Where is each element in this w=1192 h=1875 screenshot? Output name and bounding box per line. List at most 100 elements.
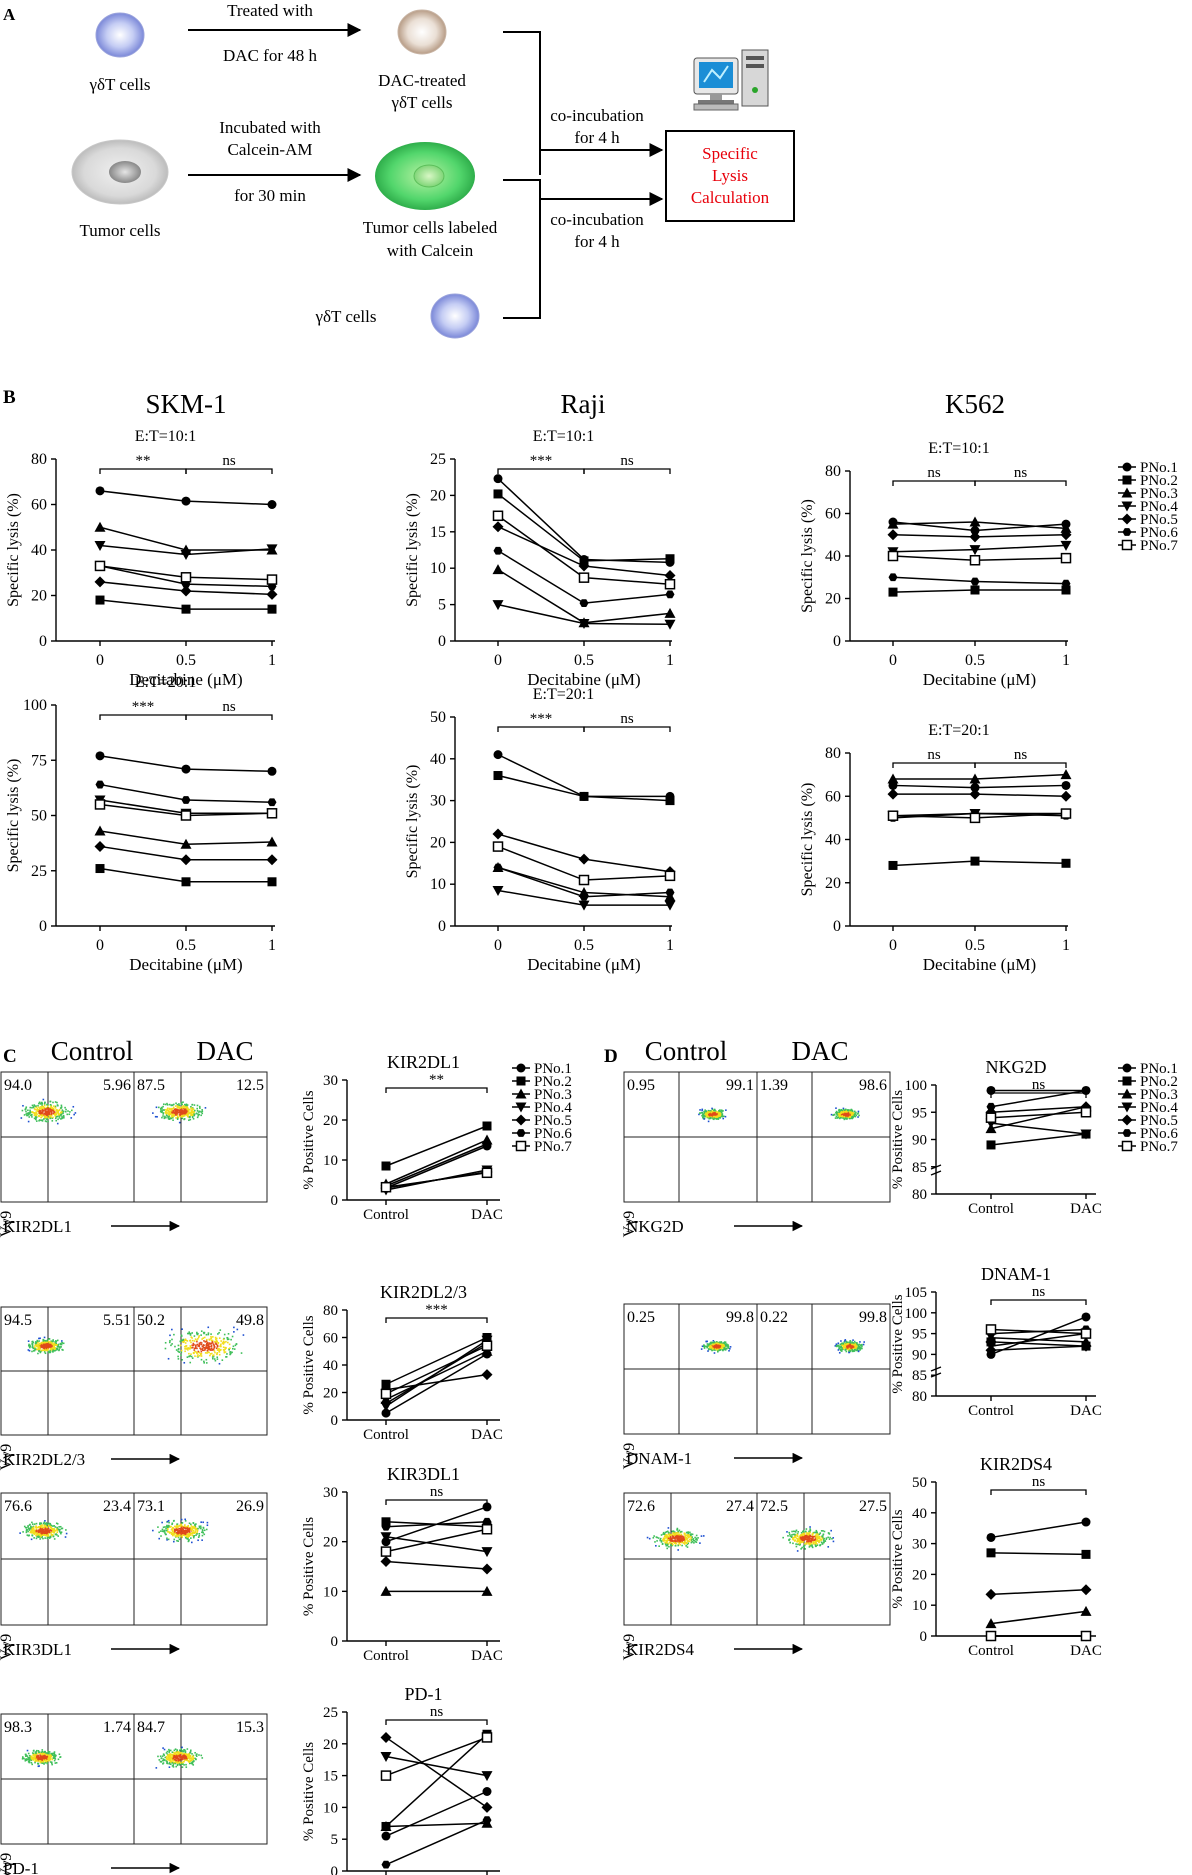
- event-dot: [37, 1535, 40, 1538]
- data-point-PNo.2: [970, 856, 980, 866]
- data-point-PNo.2: [181, 604, 191, 614]
- event-dot: [41, 1759, 43, 1762]
- event-dot: [228, 1348, 230, 1351]
- event-dot: [45, 1752, 48, 1754]
- event-dot: [171, 1756, 173, 1759]
- event-dot: [175, 1761, 178, 1764]
- event-dot: [171, 1113, 174, 1115]
- event-dot: [201, 1530, 204, 1532]
- event-dot: [713, 1115, 716, 1118]
- event-dot: [201, 1338, 203, 1340]
- event-dot: [35, 1341, 37, 1343]
- event-dot: [833, 1113, 836, 1116]
- event-dot: [185, 1348, 188, 1350]
- data-point-PNo.7: [985, 1630, 997, 1642]
- tumor-labeled-line2: with Calcein: [387, 241, 474, 260]
- event-dot: [190, 1762, 193, 1765]
- event-dot: [178, 1109, 181, 1111]
- y-tick-label: 30: [323, 1073, 338, 1089]
- y-tick-label: 95: [912, 1105, 927, 1121]
- event-dot: [46, 1534, 48, 1536]
- data-point-PNo.4: [492, 885, 504, 896]
- event-dot: [45, 1522, 47, 1524]
- event-dot: [179, 1749, 181, 1752]
- y-tick-label: 25: [430, 451, 446, 468]
- event-dot: [196, 1531, 199, 1533]
- event-dot: [714, 1109, 716, 1111]
- data-point-PNo.1: [1061, 780, 1071, 790]
- event-dot: [193, 1532, 196, 1534]
- event-dot: [46, 1758, 48, 1760]
- event-dot: [40, 1350, 42, 1353]
- event-dot: [227, 1341, 229, 1344]
- event-dot: [848, 1344, 851, 1346]
- event-dot: [178, 1103, 180, 1105]
- event-dot: [186, 1529, 189, 1531]
- event-dot: [189, 1750, 192, 1753]
- event-dot: [173, 1761, 175, 1764]
- event-dot: [181, 1529, 183, 1532]
- event-dot: [37, 1531, 40, 1534]
- legend-marker-PNo.6: [516, 1129, 526, 1137]
- event-dot: [178, 1764, 181, 1766]
- event-dot: [843, 1346, 845, 1348]
- data-point-PNo.6: [665, 590, 675, 599]
- event-dot: [43, 1343, 45, 1346]
- event-dot: [39, 1523, 41, 1525]
- event-dot: [40, 1119, 42, 1122]
- event-dot: [855, 1111, 857, 1114]
- event-dot: [703, 1116, 705, 1118]
- event-dot: [850, 1345, 853, 1347]
- event-dot: [184, 1530, 187, 1533]
- y-tick-label: 60: [323, 1331, 338, 1347]
- event-dot: [47, 1351, 50, 1354]
- event-dot: [31, 1343, 33, 1345]
- event-dot: [187, 1112, 189, 1114]
- legend-label: PNo.4: [1140, 499, 1178, 515]
- event-dot: [165, 1529, 168, 1532]
- event-dot: [204, 1347, 207, 1350]
- event-dot: [187, 1528, 189, 1530]
- event-dot: [174, 1111, 176, 1114]
- y-tick-label: 20: [430, 487, 446, 504]
- event-dot: [713, 1349, 716, 1351]
- gd-cells-label: γδT cells: [88, 75, 150, 94]
- data-point-PNo.5: [94, 576, 106, 588]
- event-dot: [188, 1119, 190, 1122]
- event-dot: [47, 1524, 50, 1527]
- event-dot: [31, 1531, 33, 1534]
- event-dot: [46, 1343, 48, 1346]
- chart-c4: 0510152025ControlDACPD-1% Positive Cells…: [301, 1684, 500, 1875]
- event-dot: [708, 1116, 711, 1119]
- event-dot: [33, 1753, 36, 1756]
- event-dot: [172, 1766, 175, 1768]
- event-dot: [179, 1758, 181, 1761]
- event-dot: [188, 1535, 191, 1537]
- event-dot: [40, 1522, 42, 1525]
- event-dot: [159, 1107, 162, 1110]
- event-dot: [207, 1343, 210, 1346]
- event-dot: [176, 1755, 179, 1758]
- event-dot: [717, 1344, 720, 1347]
- x-tick-label: DAC: [1070, 1643, 1102, 1659]
- event-dot: [226, 1336, 228, 1339]
- event-dot: [677, 1544, 680, 1547]
- event-dot: [857, 1350, 860, 1353]
- event-dot: [210, 1337, 212, 1340]
- event-dot: [57, 1118, 59, 1121]
- event-dot: [46, 1537, 49, 1539]
- event-dot: [51, 1758, 54, 1761]
- event-dot: [184, 1520, 187, 1522]
- significance-label: ns: [620, 711, 634, 727]
- significance-label: ns: [1032, 1077, 1046, 1093]
- event-dot: [62, 1110, 65, 1113]
- event-dot: [39, 1538, 41, 1540]
- event-dot: [715, 1342, 717, 1344]
- event-dot: [835, 1110, 838, 1113]
- event-dot: [179, 1525, 182, 1528]
- event-dot: [46, 1529, 48, 1532]
- event-dot: [192, 1351, 195, 1354]
- series-line-PNo.2: [497, 493, 671, 562]
- event-dot: [173, 1109, 176, 1111]
